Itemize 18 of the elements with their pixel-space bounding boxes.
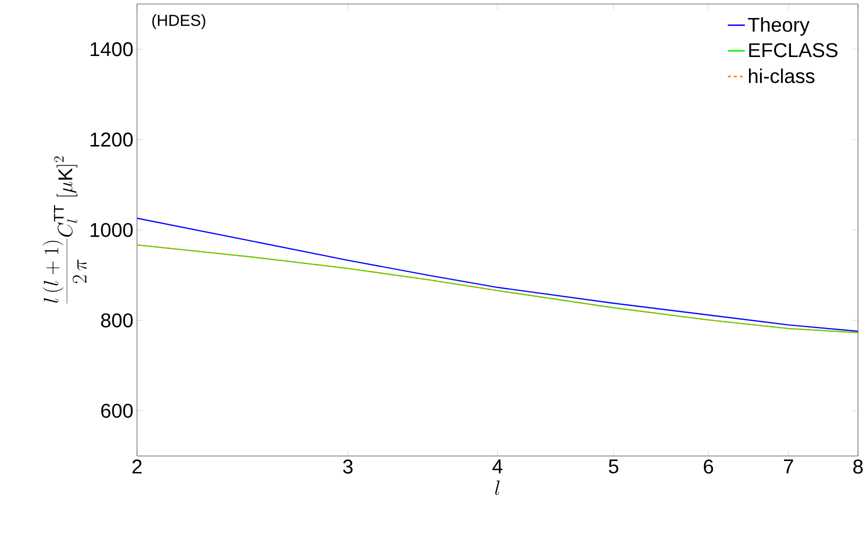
y-tick-label: 600: [101, 404, 133, 418]
x-tick-label: 6: [704, 460, 714, 474]
x-tick-label: 5: [608, 460, 618, 474]
legend-label: hi-class: [748, 68, 814, 84]
y-tick-label: 1400: [90, 42, 133, 56]
legend-label: Theory: [748, 17, 810, 36]
legend-label: EFCLASS: [749, 43, 838, 58]
annotation: (HDES): [152, 14, 206, 30]
y-axis-title: $\frac{l\,(l+1)}{2\,\pi}C_l^{\mathrm{TT}}\;[\mu\mathrm{K}]^2$: [42, 156, 87, 304]
x-tick-label: 3: [343, 460, 353, 474]
y-tick-label: 1000: [90, 222, 133, 238]
x-tick-label: 4: [492, 460, 502, 474]
x-axis-title: $l$: [495, 480, 500, 496]
x-tick-label: 8: [853, 460, 863, 474]
x-tick-label: 2: [132, 460, 142, 474]
y-tick-label: 1200: [90, 132, 133, 147]
x-tick-label: 7: [784, 460, 794, 474]
y-tick-label: 800: [101, 313, 133, 328]
